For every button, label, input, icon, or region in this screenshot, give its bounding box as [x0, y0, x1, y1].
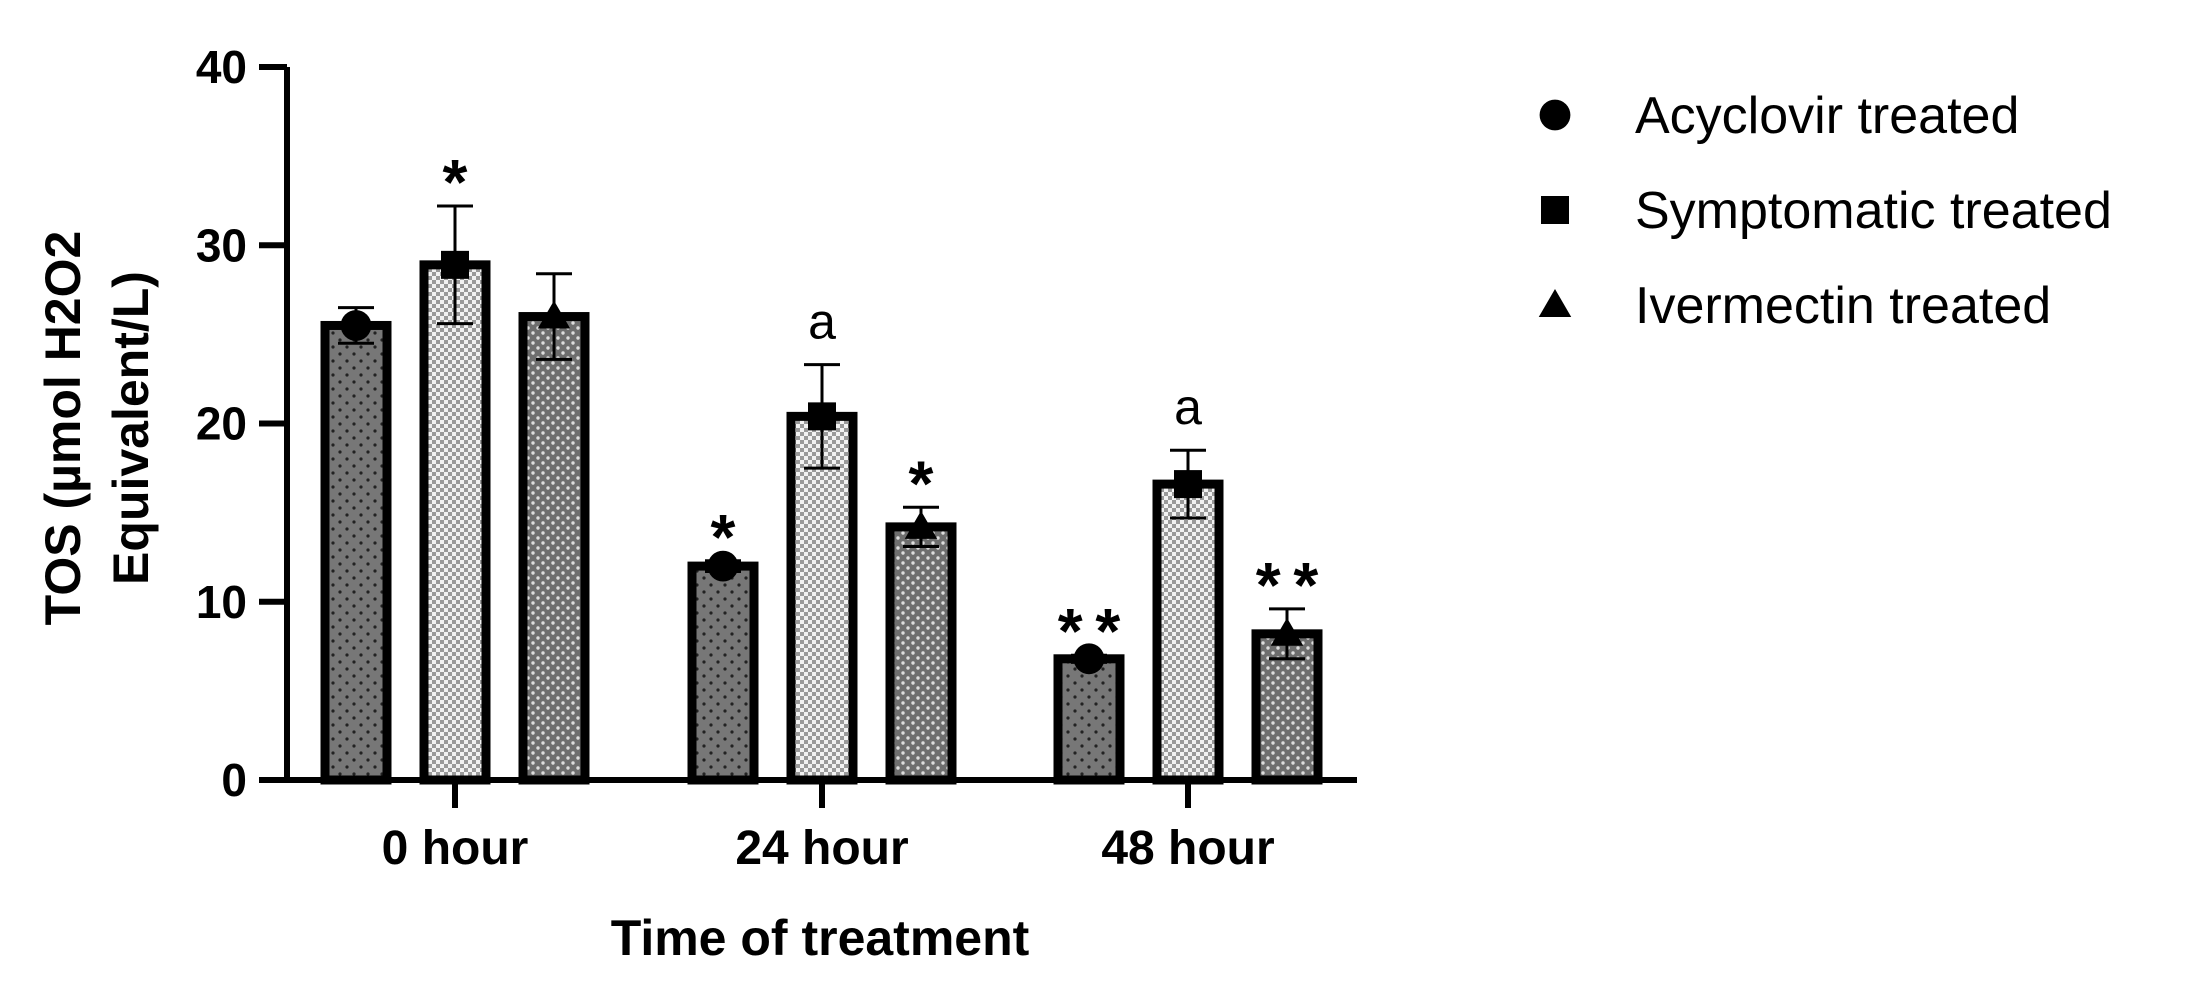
x-tick-label-1: 24 hour [735, 822, 908, 875]
axes: 0 10 20 30 40 0 hour 24 hour 48 hour [196, 41, 1357, 875]
y-axis-title-line-1: TOS (µmol H2O2 [35, 231, 91, 626]
bar-square-1 [786, 411, 858, 785]
point-triangle-1 [904, 510, 938, 539]
y-tick-label-2: 20 [196, 398, 247, 450]
legend-marker-circle [1539, 99, 1571, 131]
annotation-square-2: a [1174, 379, 1202, 435]
annotation-triangle-1: * [909, 447, 934, 519]
point-square-0 [441, 250, 469, 279]
y-tick-label-3: 30 [196, 219, 247, 271]
legend-marker-square [1541, 196, 1569, 224]
annotation-square-0: * [443, 146, 468, 218]
x-tick-label-2: 48 hour [1101, 822, 1274, 875]
point-circle-2 [1073, 643, 1105, 675]
y-tick-label-0: 0 [221, 754, 247, 806]
bar-square-0 [419, 260, 491, 785]
point-circle-0 [340, 310, 372, 341]
point-square-1 [808, 402, 836, 431]
legend-marker-triangle [1538, 289, 1572, 317]
x-axis-title: Time of treatment [611, 910, 1030, 966]
annotation-square-1: a [808, 294, 836, 350]
legend: Acyclovir treated Symptomatic treated Iver… [1538, 87, 2112, 335]
markers [340, 250, 1304, 675]
legend-label-circle: Acyclovir treated [1635, 87, 2019, 145]
point-triangle-0 [537, 300, 571, 329]
annotation-circle-1: * [711, 501, 736, 573]
bar-triangle-1 [885, 522, 957, 785]
legend-label-square: Symptomatic treated [1635, 182, 2112, 240]
bar-square-2 [1152, 479, 1224, 785]
bar-triangle-0 [518, 312, 590, 785]
point-circle-1 [707, 550, 739, 582]
annotation-triangle-2: * * [1256, 549, 1319, 621]
point-square-2 [1174, 470, 1202, 499]
y-tick-label-1: 10 [196, 576, 247, 628]
annotation-circle-2: * * [1058, 595, 1121, 667]
y-axis-title: TOS (µmol H2O2 Equivalent/L) [35, 231, 159, 626]
point-triangle-2 [1270, 617, 1304, 646]
y-axis-title-line-2: Equivalent/L) [103, 271, 159, 585]
bar-circle-0 [320, 320, 392, 785]
y-tick-label-4: 40 [196, 41, 247, 93]
bar-circle-2 [1053, 654, 1125, 785]
bar-circle-1 [687, 561, 759, 785]
annotations: * * * * a a * * * [443, 146, 1319, 667]
legend-label-triangle: Ivermectin treated [1635, 277, 2051, 335]
x-tick-label-0: 0 hour [382, 822, 529, 875]
